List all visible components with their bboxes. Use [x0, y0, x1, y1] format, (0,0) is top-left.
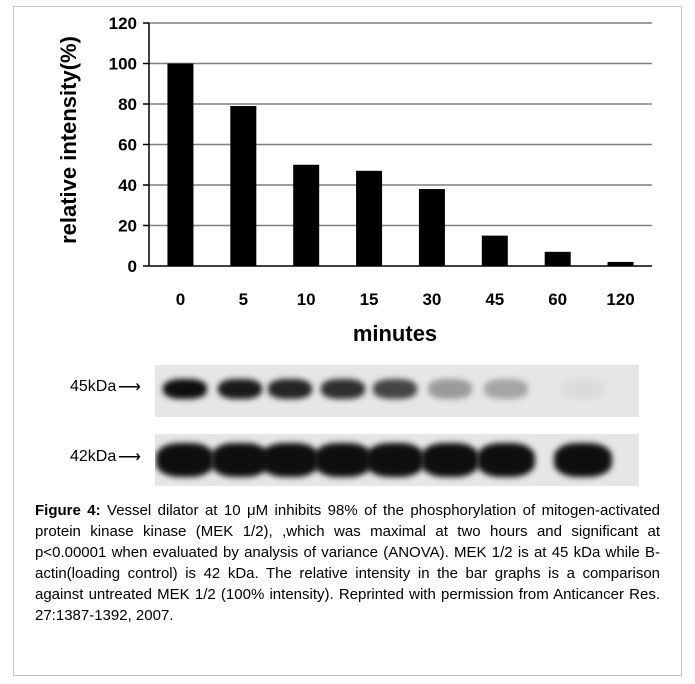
x-axis-label: minutes [353, 321, 437, 346]
bar-0 [167, 63, 194, 266]
y-tick-label: 60 [118, 136, 137, 155]
gridlines [149, 22, 652, 227]
bar-120 [607, 261, 634, 266]
x-tick-label: 5 [239, 290, 248, 309]
y-tick-label: 80 [118, 95, 137, 114]
tick-labels: 0 20 40 60 80 100 120 0 5 10 15 30 45 60 120 [109, 14, 635, 309]
blot-band [314, 443, 372, 477]
bar-60 [544, 251, 571, 266]
blot-band [373, 379, 417, 399]
blot-band [218, 379, 262, 399]
x-tick-label: 0 [176, 290, 185, 309]
blot-band [211, 443, 269, 477]
y-tick-label: 120 [109, 14, 137, 33]
blot-band [268, 379, 312, 399]
x-tick-label: 45 [485, 290, 504, 309]
blot-band [561, 379, 605, 399]
figure-frame [13, 6, 682, 676]
blot-label-45kda: 45kDa [70, 378, 117, 395]
bar-15 [356, 170, 383, 266]
blot-band [156, 443, 214, 477]
figure-caption: Figure 4: Vessel dilator at 10 μM inhibi… [35, 500, 660, 626]
blot-band [484, 379, 528, 399]
blot-band [428, 379, 472, 399]
blot-band [554, 443, 612, 477]
y-axis-label: relative intensity(%) [56, 36, 81, 244]
x-tick-label: 10 [297, 290, 316, 309]
y-tick-label: 0 [128, 257, 137, 276]
blot-band [261, 443, 319, 477]
bar-5 [230, 106, 257, 267]
bar-chart: 0 20 40 60 80 100 120 0 5 10 15 30 45 60 120 relative … [56, 14, 652, 346]
x-tick-label: 15 [360, 290, 379, 309]
y-tick-label: 40 [118, 176, 137, 195]
blot-band [321, 379, 365, 399]
blot-band [163, 379, 207, 399]
western-blot-top [155, 365, 639, 417]
bars [167, 63, 634, 267]
y-tick-label: 20 [118, 217, 137, 236]
caption-text: Vessel dilator at 10 μM inhibits 98% of … [35, 502, 661, 624]
x-tick-label: 30 [422, 290, 441, 309]
x-tick-label: 120 [606, 290, 634, 309]
arrow-right-icon: ⟶ [118, 379, 141, 396]
blot-band [477, 443, 535, 477]
y-tick-label: 100 [109, 55, 137, 74]
bar-30 [418, 189, 445, 266]
arrow-right-icon: ⟶ [118, 449, 141, 466]
axes [143, 22, 652, 267]
blot-band [421, 443, 479, 477]
western-blot-bottom [155, 434, 639, 486]
caption-label: Figure 4: [35, 502, 101, 519]
bar-45 [481, 235, 508, 266]
blot-label-42kda: 42kDa [70, 448, 117, 465]
bar-10 [293, 164, 320, 266]
blot-band [366, 443, 424, 477]
x-tick-label: 60 [548, 290, 567, 309]
